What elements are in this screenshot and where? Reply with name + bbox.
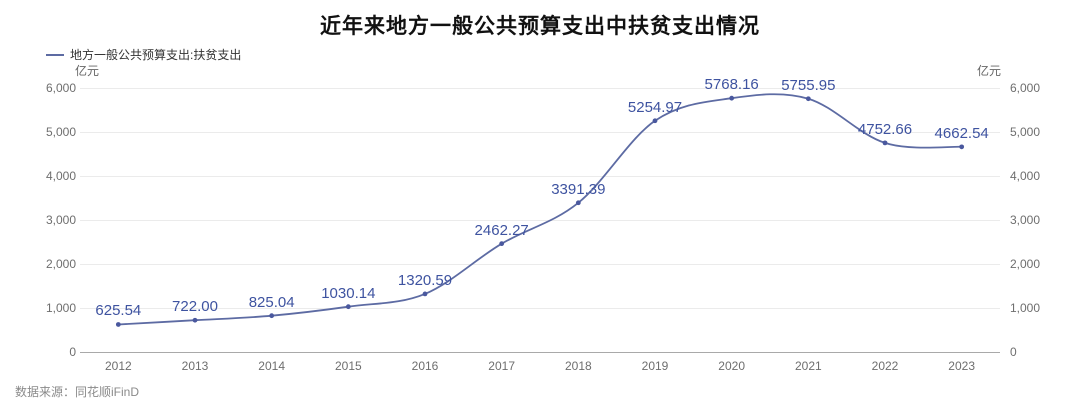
data-point-label: 5768.16 [704,76,759,94]
x-tick-label: 2019 [641,359,669,373]
x-tick-label: 2016 [411,359,439,373]
y-tick-label-right: 6,000 [1010,81,1041,95]
x-tick-label: 2022 [871,359,899,373]
y-tick-label-left: 1,000 [45,301,76,315]
data-point-dot [959,144,965,150]
data-point-label: 4662.54 [934,124,989,142]
data-point-label: 4752.66 [857,120,913,138]
x-tick-label: 2020 [718,359,746,373]
y-tick-label-left: 0 [69,345,76,359]
y-axis-unit-left: 亿元 [75,64,100,78]
x-axis-line [80,352,1000,353]
data-point-label: 3391.39 [551,180,606,198]
data-point-dot [115,322,121,327]
data-point-label: 722.00 [172,298,218,316]
gridline [80,176,1000,177]
data-point-dot [422,291,428,297]
gridline [80,132,1000,133]
x-tick-label: 2021 [794,359,822,373]
y-axis-unit-right: 亿元 [977,64,1002,78]
legend-line-swatch [46,53,64,56]
x-tick-label: 2013 [181,359,209,373]
x-tick-label: 2015 [334,359,362,373]
data-point-label: 2462.27 [474,221,529,239]
y-tick-label-left: 4,000 [45,169,76,183]
x-tick-label: 2017 [488,359,516,373]
data-point-dot [192,317,198,323]
y-tick-label-left: 3,000 [45,213,76,227]
data-point-label: 625.54 [95,302,142,320]
chart-title: 近年来地方一般公共预算支出中扶贫支出情况 [320,15,760,38]
y-tick-label-right: 5,000 [1010,125,1041,139]
x-tick-label: 2012 [104,359,132,373]
x-tick-label: 2018 [564,359,592,373]
y-tick-label-right: 4,000 [1010,169,1041,183]
data-point-label: 825.04 [248,293,295,311]
series-line [118,93,962,326]
data-point-label: 1030.14 [321,284,376,302]
y-tick-label-right: 2,000 [1010,257,1041,271]
data-point-dot [729,95,735,101]
y-tick-label-left: 5,000 [45,125,76,139]
data-source-note: 数据来源：同花顺iFinD [15,385,140,399]
data-point-dot [652,118,658,124]
data-point-dot [805,96,811,102]
data-point-dot [499,241,505,247]
plot-area [80,88,1000,353]
gridline [80,88,1000,89]
y-tick-label-right: 3,000 [1010,213,1041,227]
y-tick-label-right: 1,000 [1010,301,1041,315]
x-tick-label: 2014 [258,359,286,373]
data-point-dot [882,140,888,146]
data-point-label: 5755.95 [781,76,836,94]
y-tick-label-left: 2,000 [45,257,76,271]
data-point-label: 5254.97 [627,98,683,116]
data-point-dot [269,313,275,319]
legend-label: 地方一般公共预算支出:扶贫支出 [70,48,242,62]
legend-item[interactable]: 地方一般公共预算支出:扶贫支出 [46,46,241,63]
x-tick-label: 2023 [948,359,976,373]
data-point-dot [345,304,351,310]
y-tick-label-right: 0 [1010,345,1017,359]
gridline [80,308,1000,309]
data-point-dot [575,200,581,206]
gridline [80,264,1000,265]
gridline [80,220,1000,221]
data-point-label: 1320.59 [397,271,453,289]
y-tick-label-left: 6,000 [45,81,76,95]
chart-canvas [115,93,965,327]
